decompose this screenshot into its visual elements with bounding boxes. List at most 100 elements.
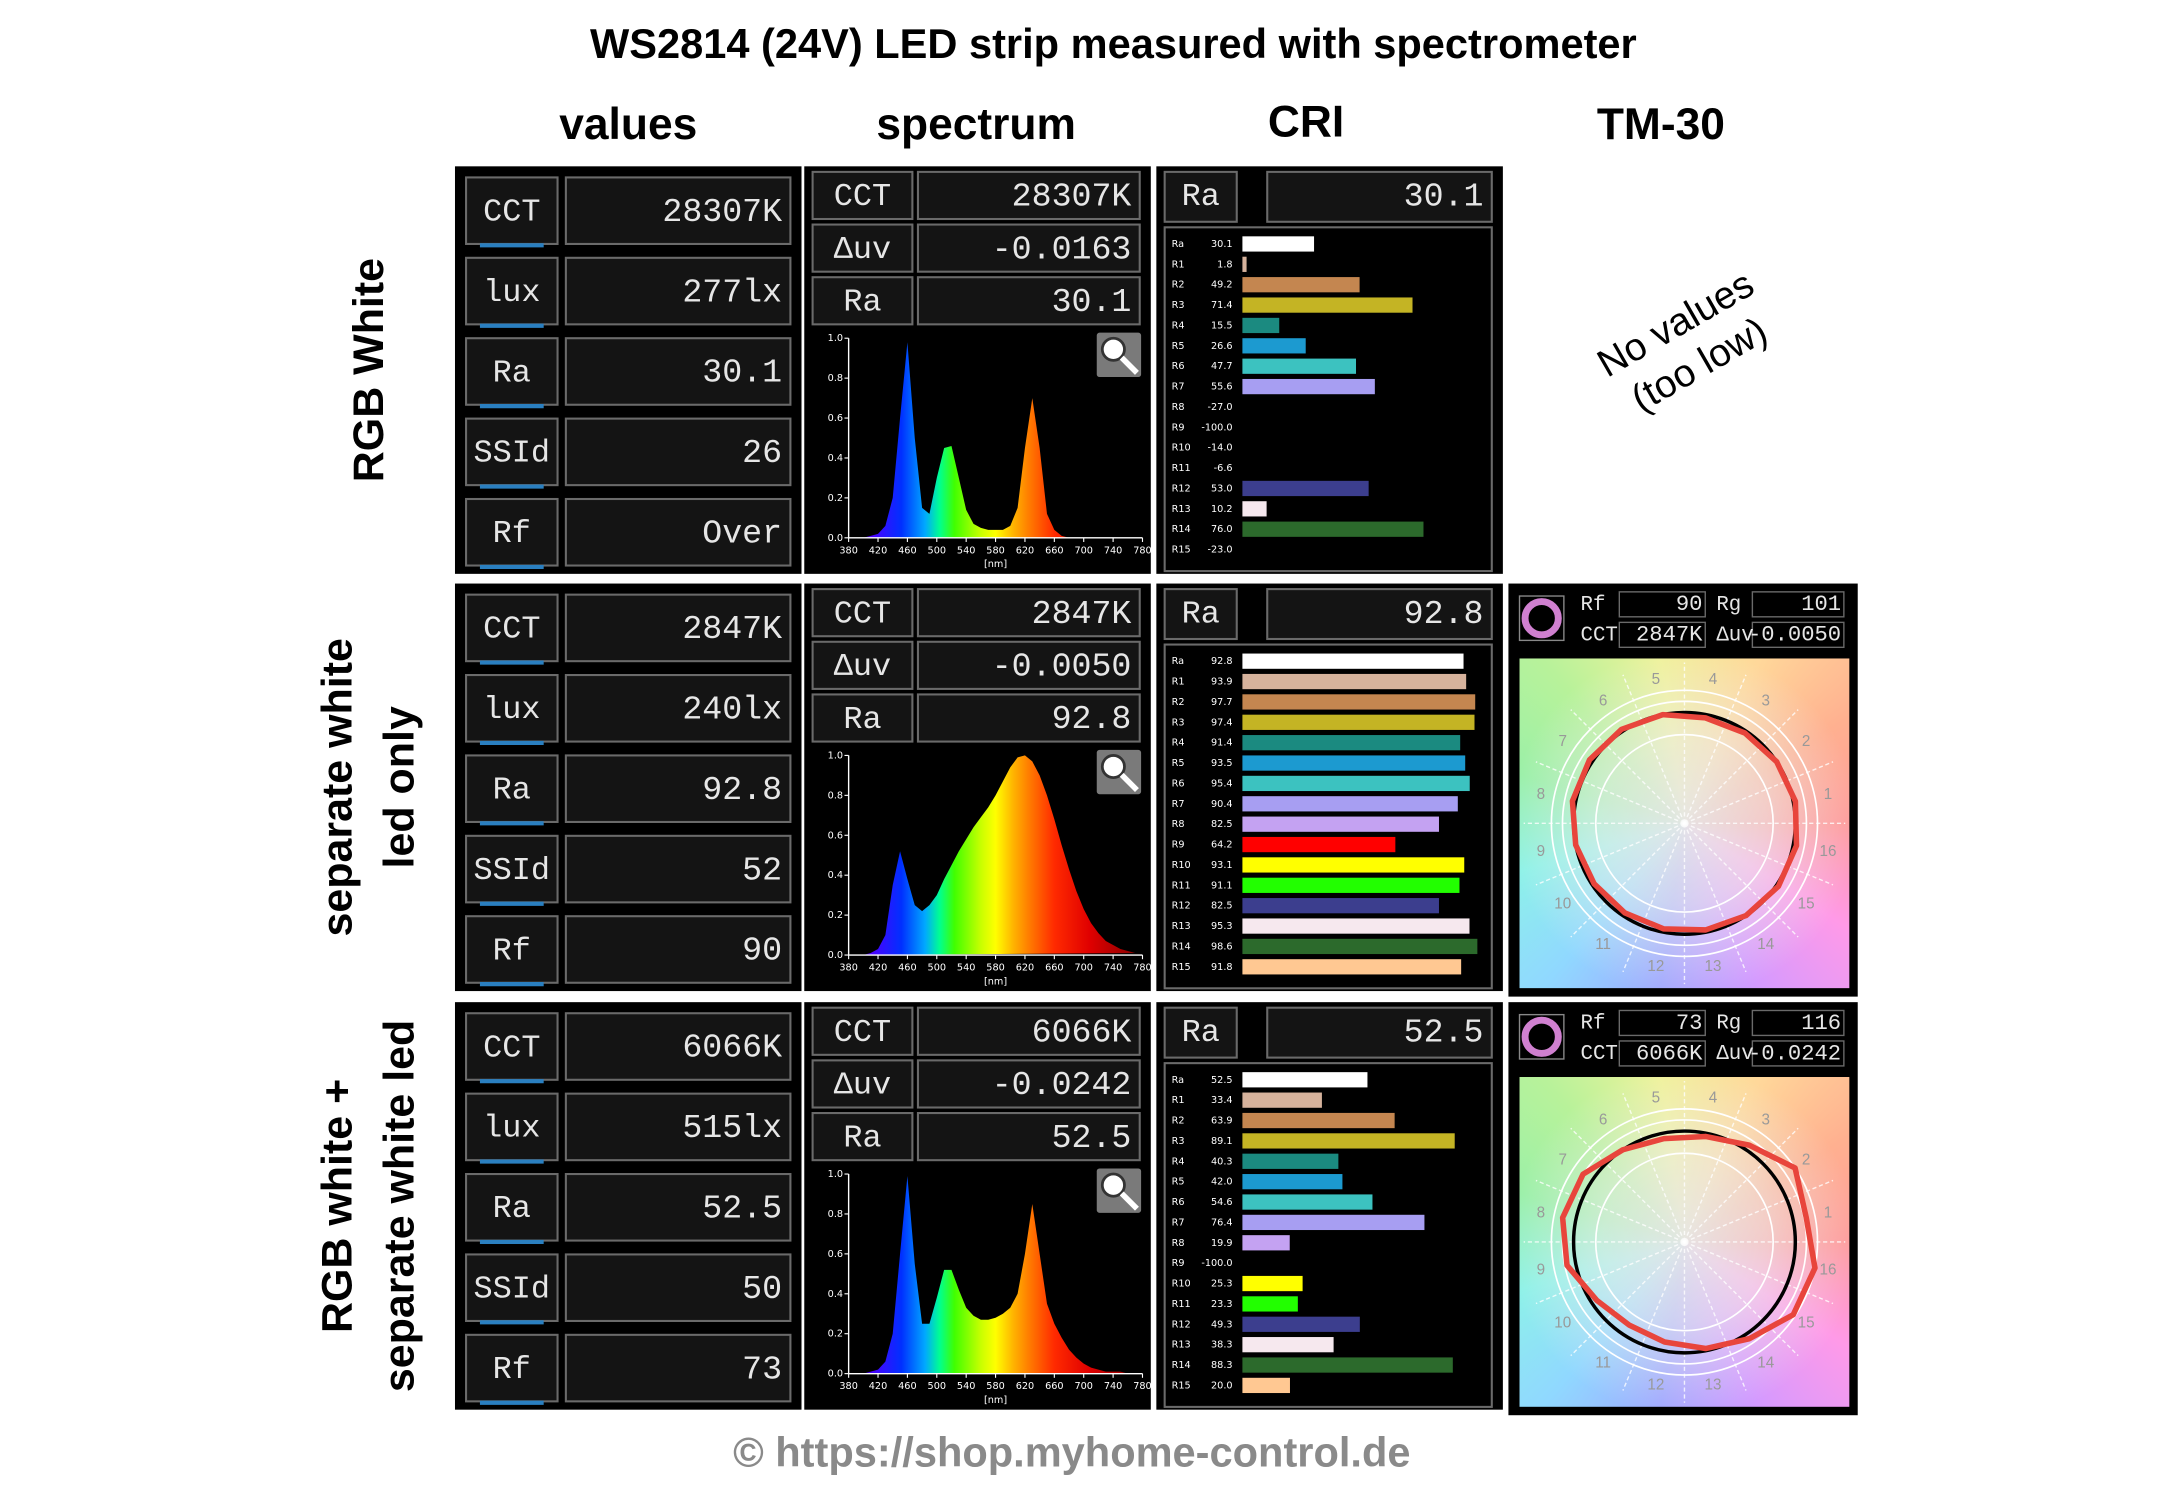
field-box bbox=[564, 673, 792, 743]
field-box bbox=[564, 593, 792, 663]
tm30-field-value: -0.0050 bbox=[1748, 623, 1841, 648]
hue-bin-label: 16 bbox=[1820, 843, 1837, 860]
x-tick-label: 700 bbox=[1074, 1381, 1093, 1392]
cri-label: R15 bbox=[1172, 545, 1191, 556]
cri-label: R10 bbox=[1172, 443, 1191, 454]
field-box bbox=[465, 337, 559, 406]
tm30-field-label: Δuv bbox=[1716, 1043, 1753, 1066]
cri-bar bbox=[1242, 714, 1475, 730]
field-value: -0.0050 bbox=[992, 648, 1132, 686]
hue-bin-label: 12 bbox=[1647, 1377, 1664, 1394]
hue-bin-divider bbox=[1683, 709, 1799, 824]
cri-value-label: 63.9 bbox=[1211, 1116, 1233, 1127]
field-box bbox=[564, 337, 792, 406]
hue-bin-label: 2 bbox=[1802, 733, 1810, 750]
cri-value-label: 38.3 bbox=[1211, 1340, 1233, 1351]
hue-bin-label: 12 bbox=[1647, 958, 1664, 975]
cri-label: Ra bbox=[1172, 656, 1185, 667]
cri-bar bbox=[1242, 1153, 1339, 1169]
axis-line bbox=[847, 1174, 1143, 1375]
field-box bbox=[564, 1333, 792, 1403]
cri-label: R5 bbox=[1172, 758, 1185, 769]
title: WS2814 (24V) LED strip measured with spe… bbox=[590, 20, 1637, 67]
field-box bbox=[1163, 1006, 1238, 1059]
field-box bbox=[465, 673, 559, 743]
cri-value-label: -6.6 bbox=[1214, 463, 1233, 474]
cri-value-label: 30.1 bbox=[1211, 239, 1233, 250]
field-value: 277lx bbox=[682, 273, 782, 311]
tm30-field-value: 6066K bbox=[1636, 1041, 1703, 1066]
cri-value-label: -100.0 bbox=[1201, 422, 1232, 433]
zoom-icon-lens bbox=[1100, 1172, 1126, 1198]
hue-bin-divider bbox=[1570, 1241, 1685, 1357]
hue-bin-label: 10 bbox=[1554, 1314, 1571, 1331]
x-tick-label: 700 bbox=[1074, 963, 1093, 974]
cri-value-label: 88.3 bbox=[1211, 1360, 1233, 1371]
y-tick-label: 0.6 bbox=[828, 1249, 843, 1260]
tm30-field-box bbox=[1618, 1009, 1706, 1037]
cri-label: R14 bbox=[1172, 1360, 1191, 1371]
field-box bbox=[564, 1253, 792, 1323]
field-box bbox=[1163, 170, 1238, 223]
guide-circle bbox=[1594, 733, 1775, 913]
cri-value-label: 92.8 bbox=[1211, 656, 1233, 667]
x-axis-label: [nm] bbox=[984, 559, 1007, 570]
cri-bar bbox=[1242, 501, 1267, 517]
hue-bin-label: 6 bbox=[1599, 693, 1607, 710]
cri-bar bbox=[1242, 836, 1396, 853]
column-header: CRI bbox=[1268, 97, 1344, 146]
y-tick-label: 0.6 bbox=[828, 830, 843, 841]
hue-bin-label: 9 bbox=[1537, 1262, 1545, 1279]
cri-label: R3 bbox=[1172, 300, 1185, 311]
cri-value-label: 93.9 bbox=[1211, 677, 1233, 688]
hue-bin-divider bbox=[1622, 674, 1686, 824]
hue-bin-label: 4 bbox=[1709, 671, 1718, 688]
cri-label: R4 bbox=[1172, 1156, 1185, 1167]
x-tick-label: 380 bbox=[839, 963, 857, 974]
cri-label: R6 bbox=[1172, 778, 1185, 789]
axis-line bbox=[847, 755, 1143, 956]
tm30-field-label: Rg bbox=[1716, 594, 1741, 617]
hue-bin-divider bbox=[1535, 1241, 1685, 1305]
field-label: Ra bbox=[843, 284, 881, 321]
tm30-field-label: Δuv bbox=[1716, 624, 1753, 647]
cri-label: R4 bbox=[1172, 738, 1185, 749]
cri-value-label: 15.5 bbox=[1211, 320, 1233, 331]
y-tick-label: 0.4 bbox=[828, 870, 843, 881]
spectrum-curve bbox=[848, 342, 1143, 538]
cri-value-label: 91.4 bbox=[1211, 738, 1233, 749]
cri-value-label: 54.6 bbox=[1211, 1197, 1233, 1208]
cri-value-label: 97.7 bbox=[1211, 697, 1233, 708]
spectrum-curve bbox=[848, 755, 1143, 956]
y-tick-label: 0.0 bbox=[828, 950, 843, 961]
x-tick-label: 780 bbox=[1133, 1381, 1152, 1392]
x-tick-label: 460 bbox=[898, 545, 917, 556]
field-value: 2847K bbox=[682, 610, 782, 648]
cri-label: R8 bbox=[1172, 819, 1185, 830]
field-box bbox=[465, 1092, 559, 1162]
hue-bin-label: 6 bbox=[1599, 1111, 1607, 1128]
hue-bin-divider bbox=[1684, 1179, 1834, 1243]
tm30-field-box bbox=[1751, 1009, 1845, 1037]
hue-bin-label: 1 bbox=[1824, 786, 1832, 803]
field-box bbox=[564, 256, 792, 326]
hue-bin-label: 15 bbox=[1798, 896, 1815, 913]
x-tick-label: 540 bbox=[957, 963, 976, 974]
cri-value-label: 95.4 bbox=[1211, 778, 1233, 789]
cri-label: R13 bbox=[1172, 504, 1191, 515]
field-box bbox=[916, 640, 1141, 690]
axis-line bbox=[847, 338, 1143, 539]
field-label: Ra bbox=[843, 1119, 881, 1156]
hue-bin-label: 11 bbox=[1595, 936, 1611, 953]
field-value: 90 bbox=[742, 932, 782, 970]
row-label: separate white bbox=[313, 638, 361, 936]
cri-value-label: 89.1 bbox=[1211, 1136, 1233, 1147]
field-box bbox=[916, 1112, 1141, 1162]
field-label: Ra bbox=[1182, 1014, 1220, 1051]
cri-bar bbox=[1242, 1337, 1334, 1353]
tm30-icon-frame bbox=[1518, 595, 1565, 642]
x-tick-label: 380 bbox=[839, 1381, 857, 1392]
cri-bar bbox=[1242, 1174, 1343, 1190]
cri-value-label: -14.0 bbox=[1208, 443, 1233, 454]
